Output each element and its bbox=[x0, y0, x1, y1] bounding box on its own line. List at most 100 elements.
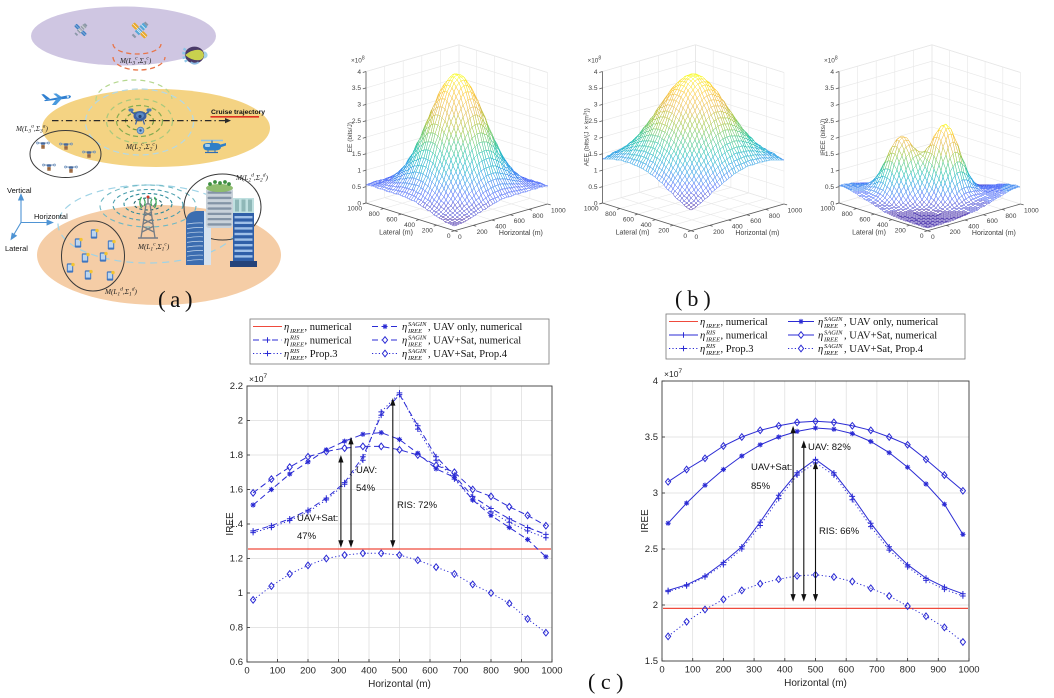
svg-text:, UAV only, numerical: , UAV only, numerical bbox=[428, 322, 522, 333]
svg-text:2: 2 bbox=[830, 135, 834, 142]
svg-text:47%: 47% bbox=[297, 531, 317, 542]
svg-text:×108: ×108 bbox=[351, 56, 365, 65]
svg-text:Cruise trajectory: Cruise trajectory bbox=[211, 109, 265, 116]
svg-text:0.5: 0.5 bbox=[825, 184, 834, 191]
svg-text:M(L2c,Σ2c): M(L2c,Σ2c) bbox=[125, 142, 158, 153]
svg-text:0.5: 0.5 bbox=[352, 184, 361, 191]
svg-text:85%: 85% bbox=[751, 481, 771, 492]
svg-text:1000: 1000 bbox=[1024, 208, 1039, 215]
svg-text:Horizontal (m): Horizontal (m) bbox=[499, 230, 543, 237]
svg-text:M(L1c,Σ1c): M(L1c,Σ1c) bbox=[137, 242, 170, 253]
svg-text:IREE (bits/J): IREE (bits/J) bbox=[820, 119, 827, 156]
svg-text:4: 4 bbox=[830, 69, 834, 76]
svg-text:η: η bbox=[284, 336, 289, 347]
svg-text:Lateral (m): Lateral (m) bbox=[616, 229, 650, 236]
svg-text:, UAV+Sat, Prop.4: , UAV+Sat, Prop.4 bbox=[428, 349, 508, 360]
svg-text:2.5: 2.5 bbox=[588, 118, 597, 125]
svg-text:54%: 54% bbox=[356, 483, 376, 494]
svg-text:IREE: IREE bbox=[640, 509, 651, 533]
svg-text:1000: 1000 bbox=[788, 208, 803, 215]
svg-text:IREE: IREE bbox=[225, 512, 236, 536]
svg-text:1.5: 1.5 bbox=[352, 151, 361, 158]
svg-text:IREE: IREE bbox=[407, 355, 422, 362]
svg-text:1000: 1000 bbox=[820, 206, 835, 213]
svg-text:0: 0 bbox=[594, 200, 598, 207]
svg-text:IREE: IREE bbox=[823, 337, 838, 344]
svg-text:200: 200 bbox=[713, 229, 724, 236]
svg-text:300: 300 bbox=[331, 666, 347, 677]
svg-text:M(L2d,Σ2d): M(L2d,Σ2d) bbox=[235, 173, 268, 184]
svg-text:EE (bits/J): EE (bits/J) bbox=[347, 122, 354, 152]
svg-text:2.2: 2.2 bbox=[230, 381, 243, 392]
svg-text:(a): (a) bbox=[158, 287, 197, 312]
svg-text:SAGIN: SAGIN bbox=[408, 335, 427, 342]
svg-text:UAV:: UAV: bbox=[356, 465, 377, 476]
svg-text:, numerical: , numerical bbox=[305, 336, 352, 347]
svg-text:0: 0 bbox=[920, 233, 924, 240]
svg-text:, UAV+Sat, numerical: , UAV+Sat, numerical bbox=[844, 331, 937, 342]
svg-text:0.5: 0.5 bbox=[588, 184, 597, 191]
svg-text:Horizontal (m): Horizontal (m) bbox=[972, 230, 1016, 237]
svg-text:1000: 1000 bbox=[551, 208, 566, 215]
svg-text:200: 200 bbox=[422, 228, 433, 235]
svg-text:(c): (c) bbox=[588, 669, 629, 694]
svg-text:UAV+Sat:: UAV+Sat: bbox=[297, 513, 338, 524]
svg-text:2: 2 bbox=[653, 600, 658, 611]
svg-text:×107: ×107 bbox=[249, 373, 267, 384]
svg-text:IREE: IREE bbox=[289, 342, 304, 349]
svg-text:0.6: 0.6 bbox=[230, 657, 243, 668]
svg-text:Horizontal (m): Horizontal (m) bbox=[368, 679, 431, 690]
svg-text:400: 400 bbox=[877, 222, 888, 229]
svg-text:SAGIN: SAGIN bbox=[408, 348, 427, 355]
svg-text:1: 1 bbox=[830, 167, 834, 174]
svg-text:×108: ×108 bbox=[588, 56, 602, 65]
svg-text:RIS: RIS bbox=[289, 335, 300, 342]
svg-text:IREE: IREE bbox=[705, 323, 720, 330]
svg-text:2.5: 2.5 bbox=[645, 544, 658, 555]
svg-text:, UAV+Sat, Prop.4: , UAV+Sat, Prop.4 bbox=[844, 344, 924, 355]
svg-text:η: η bbox=[402, 322, 407, 333]
svg-text:1: 1 bbox=[357, 167, 361, 174]
svg-text:400: 400 bbox=[641, 222, 652, 229]
svg-text:0: 0 bbox=[695, 234, 699, 241]
svg-text:2.5: 2.5 bbox=[352, 118, 361, 125]
svg-text:, UAV+Sat, numerical: , UAV+Sat, numerical bbox=[428, 336, 521, 347]
svg-text:×108: ×108 bbox=[824, 56, 838, 65]
svg-text:900: 900 bbox=[514, 666, 530, 677]
svg-text:800: 800 bbox=[483, 666, 499, 677]
svg-text:400: 400 bbox=[968, 224, 979, 231]
svg-text:η: η bbox=[402, 349, 407, 360]
svg-text:1.6: 1.6 bbox=[230, 485, 243, 496]
svg-text:3.5: 3.5 bbox=[825, 85, 834, 92]
svg-text:2: 2 bbox=[594, 135, 598, 142]
svg-text:1.5: 1.5 bbox=[825, 151, 834, 158]
svg-text:SAGIN: SAGIN bbox=[824, 316, 843, 323]
svg-text:RIS: 66%: RIS: 66% bbox=[819, 526, 860, 537]
svg-text:500: 500 bbox=[392, 666, 408, 677]
svg-text:, Prop.3: , Prop.3 bbox=[305, 349, 338, 360]
svg-text:3: 3 bbox=[357, 102, 361, 109]
svg-text:Lateral (m): Lateral (m) bbox=[379, 229, 413, 236]
svg-text:0: 0 bbox=[830, 200, 834, 207]
svg-text:600: 600 bbox=[623, 217, 634, 224]
svg-text:, UAV only, numerical: , UAV only, numerical bbox=[844, 317, 938, 328]
svg-text:600: 600 bbox=[838, 665, 854, 676]
svg-text:IREE: IREE bbox=[705, 350, 720, 357]
svg-text:700: 700 bbox=[869, 665, 885, 676]
svg-text:800: 800 bbox=[369, 211, 380, 218]
svg-text:, numerical: , numerical bbox=[721, 317, 768, 328]
svg-text:2.5: 2.5 bbox=[825, 118, 834, 125]
svg-text:100: 100 bbox=[685, 665, 701, 676]
svg-text:400: 400 bbox=[732, 224, 743, 231]
svg-text:RIS: RIS bbox=[289, 348, 300, 355]
svg-text:3: 3 bbox=[830, 102, 834, 109]
svg-text:η: η bbox=[818, 344, 823, 355]
svg-text:0: 0 bbox=[357, 200, 361, 207]
svg-text:400: 400 bbox=[404, 222, 415, 229]
svg-text:RIS: 72%: RIS: 72% bbox=[397, 500, 438, 511]
svg-text:1: 1 bbox=[594, 167, 598, 174]
svg-text:3.5: 3.5 bbox=[645, 432, 658, 443]
svg-text:1000: 1000 bbox=[958, 665, 979, 676]
svg-text:400: 400 bbox=[361, 666, 377, 677]
svg-text:UAV+Sat:: UAV+Sat: bbox=[751, 462, 792, 473]
